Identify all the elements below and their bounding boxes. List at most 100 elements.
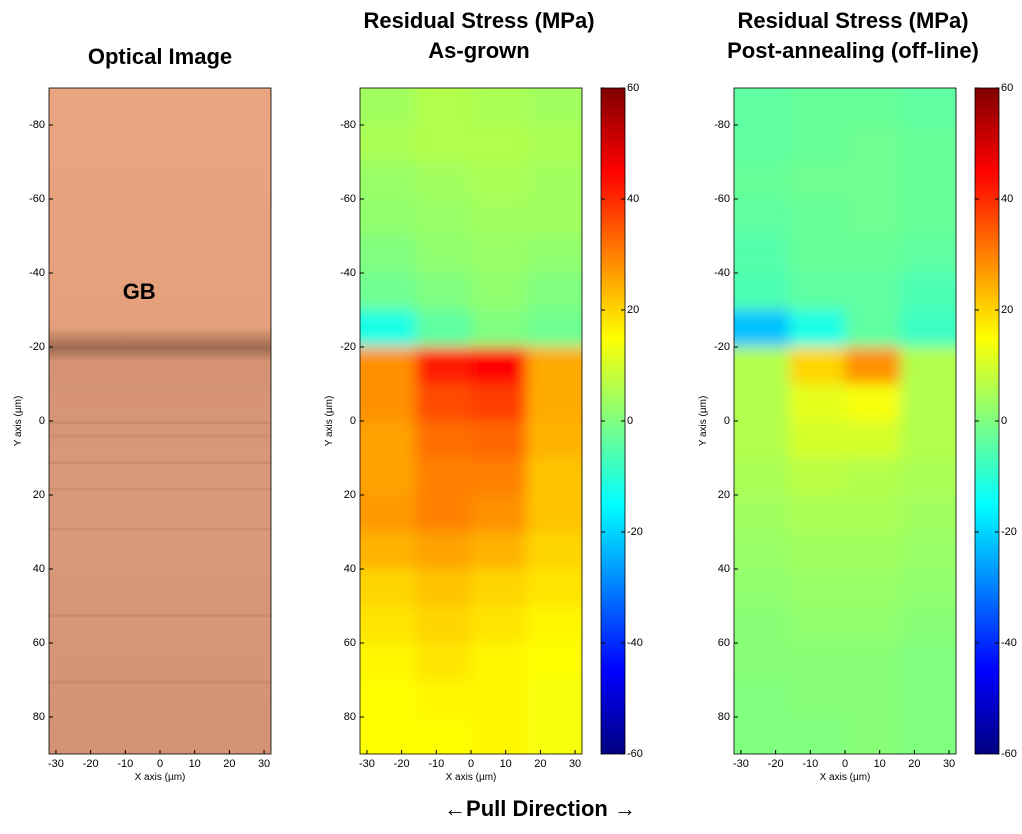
colorbar-tick-label: -60 bbox=[1001, 748, 1017, 760]
heatmap-cell bbox=[789, 199, 846, 237]
heatmap-cell bbox=[789, 569, 846, 607]
heatmap-cell bbox=[789, 384, 846, 422]
x-tick-label: -30 bbox=[359, 758, 375, 770]
heatmap-cell bbox=[789, 643, 846, 681]
heatmap-cell bbox=[900, 643, 956, 681]
heatmap-cell bbox=[900, 606, 956, 644]
heatmap-cell bbox=[415, 680, 472, 718]
x-tick-label: 30 bbox=[569, 758, 581, 770]
heatmap-cell bbox=[471, 236, 527, 274]
y-tick-label: -60 bbox=[714, 193, 730, 205]
heatmap-cell bbox=[526, 458, 582, 496]
heatmap bbox=[360, 88, 582, 754]
y-tick-label: 60 bbox=[344, 637, 356, 649]
heatmap-cell bbox=[900, 680, 956, 718]
heatmap-cell bbox=[845, 236, 901, 274]
heatmap-cell bbox=[415, 532, 472, 570]
x-tick-label: 0 bbox=[157, 758, 163, 770]
heatmap-cell bbox=[415, 310, 472, 348]
heatmap-cell bbox=[900, 199, 956, 237]
heatmap-cell bbox=[360, 384, 416, 422]
heatmap-cell bbox=[471, 532, 527, 570]
heatmap-cell bbox=[900, 495, 956, 533]
y-tick-label: 0 bbox=[724, 415, 730, 427]
image-streak bbox=[49, 434, 271, 438]
image-streak bbox=[49, 527, 271, 531]
heatmap-cell bbox=[734, 458, 790, 496]
colorbar-tick-label: 0 bbox=[1001, 415, 1007, 427]
heatmap-cell bbox=[415, 569, 472, 607]
heatmap-cell bbox=[360, 532, 416, 570]
heatmap-cell bbox=[415, 273, 472, 311]
heatmap-cells bbox=[360, 88, 582, 754]
heatmap-cell bbox=[415, 347, 472, 385]
x-tick-label: 0 bbox=[842, 758, 848, 770]
x-tick-label: -10 bbox=[428, 758, 444, 770]
colorbar-tick-label: 60 bbox=[627, 82, 639, 94]
y-tick-label: 80 bbox=[718, 711, 730, 723]
heatmap-cell bbox=[734, 532, 790, 570]
heatmap-cell bbox=[845, 162, 901, 200]
heatmap-cell bbox=[734, 643, 790, 681]
heatmap-cell bbox=[471, 495, 527, 533]
x-axis-label: X axis (µm) bbox=[446, 772, 497, 783]
y-axis-label: Y axis (µm) bbox=[698, 396, 709, 447]
heatmap-cell bbox=[526, 273, 582, 311]
colorbar-tick-label: 40 bbox=[627, 193, 639, 205]
heatmap-cell bbox=[789, 88, 846, 126]
heatmap-cell bbox=[526, 310, 582, 348]
x-tick-label: -30 bbox=[733, 758, 749, 770]
colorbar-tick-label: -20 bbox=[627, 526, 643, 538]
heatmap-cell bbox=[360, 680, 416, 718]
heatmap-cell bbox=[360, 125, 416, 163]
heatmap-cell bbox=[789, 125, 846, 163]
y-tick-label: 40 bbox=[344, 563, 356, 575]
heatmap-cell bbox=[845, 495, 901, 533]
heatmap-cell bbox=[526, 347, 582, 385]
heatmap-cell bbox=[789, 236, 846, 274]
heatmap-cell bbox=[360, 88, 416, 126]
x-axis-label: X axis (µm) bbox=[135, 772, 186, 783]
heatmap-cell bbox=[734, 384, 790, 422]
heatmap-cell bbox=[734, 125, 790, 163]
colorbar-tick-label: 0 bbox=[627, 415, 633, 427]
x-tick-label: 20 bbox=[908, 758, 920, 770]
heatmap-cell bbox=[845, 717, 901, 754]
x-tick-label: 10 bbox=[189, 758, 201, 770]
heatmap-cell bbox=[415, 495, 472, 533]
y-tick-label: -80 bbox=[340, 119, 356, 131]
colorbar-tick-label: -60 bbox=[627, 748, 643, 760]
heatmap-cell bbox=[526, 495, 582, 533]
heatmap-cell bbox=[415, 384, 472, 422]
heatmap-cell bbox=[360, 643, 416, 681]
heatmap-cell bbox=[900, 310, 956, 348]
y-axis-label: Y axis (µm) bbox=[13, 396, 24, 447]
heatmap-cell bbox=[360, 606, 416, 644]
heatmap-cell bbox=[900, 347, 956, 385]
x-tick-label: 30 bbox=[258, 758, 270, 770]
heatmap-cell bbox=[471, 125, 527, 163]
heatmap-cell bbox=[360, 347, 416, 385]
image-streak bbox=[49, 680, 271, 684]
heatmap-cell bbox=[900, 717, 956, 754]
heatmap-cell bbox=[734, 88, 790, 126]
heatmap-cell bbox=[789, 458, 846, 496]
optical-image bbox=[49, 88, 271, 754]
heatmap-cell bbox=[734, 421, 790, 459]
heatmap-cell bbox=[471, 384, 527, 422]
y-tick-label: 40 bbox=[718, 563, 730, 575]
heatmap-cell bbox=[845, 199, 901, 237]
image-streak bbox=[49, 487, 271, 491]
heatmap-cell bbox=[471, 88, 527, 126]
y-tick-label: -60 bbox=[29, 193, 45, 205]
heatmap-cell bbox=[789, 162, 846, 200]
heatmap-cell bbox=[845, 88, 901, 126]
heatmap-cell bbox=[789, 532, 846, 570]
y-tick-label: 40 bbox=[33, 563, 45, 575]
y-axis-label: Y axis (µm) bbox=[324, 396, 335, 447]
x-tick-label: 10 bbox=[874, 758, 886, 770]
y-tick-label: 60 bbox=[33, 637, 45, 649]
heatmap-cell bbox=[526, 88, 582, 126]
heatmap-cell bbox=[734, 680, 790, 718]
